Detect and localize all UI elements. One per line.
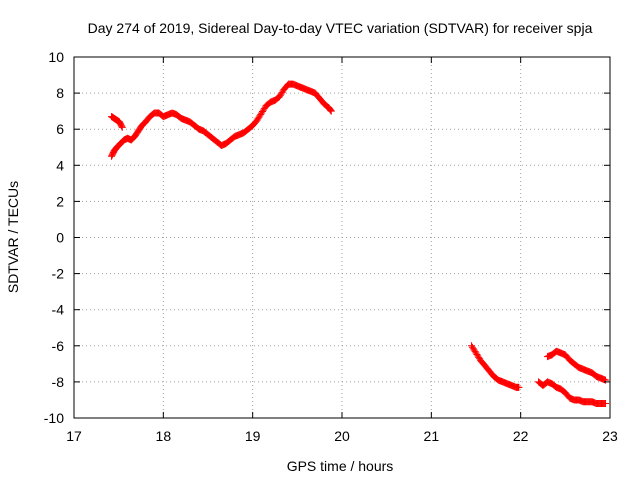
data-point (275, 93, 283, 101)
data-point (515, 383, 523, 391)
data-point (260, 105, 268, 113)
data-point (475, 353, 483, 361)
data-point (470, 346, 478, 354)
x-tick-label: 22 (513, 428, 529, 444)
data-point (473, 350, 481, 358)
y-tick-label: 4 (56, 157, 64, 173)
y-tick-label: -2 (52, 266, 65, 282)
y-tick-label: -10 (44, 410, 64, 426)
data-point (474, 352, 482, 360)
x-tick-label: 20 (334, 428, 350, 444)
y-tick-label: -8 (52, 374, 65, 390)
x-tick-label: 19 (245, 428, 261, 444)
y-tick-label: 6 (56, 121, 64, 137)
data-point (118, 123, 126, 131)
data-point (258, 109, 266, 117)
x-tick-label: 18 (156, 428, 172, 444)
y-tick-label: 10 (48, 49, 64, 65)
y-tick-label: -4 (52, 302, 65, 318)
y-tick-label: 2 (56, 193, 64, 209)
data-point (118, 122, 126, 130)
axis-ticks: 17 18 19 20 21 22 23 -10 -8 -6 -4 -2 0 2 4 6 8 10 (44, 49, 618, 444)
y-axis-label: SDTVAR / TECUs (5, 181, 21, 293)
data-point (469, 345, 477, 353)
data-point (602, 400, 610, 408)
data-point (278, 88, 286, 96)
data-point (471, 348, 479, 356)
data-point (258, 108, 266, 116)
grid (74, 57, 610, 418)
data-point (254, 115, 262, 123)
x-tick-label: 17 (66, 428, 82, 444)
y-tick-label: -6 (52, 338, 65, 354)
data-point (468, 342, 476, 350)
x-tick-label: 23 (602, 428, 618, 444)
data-point (253, 116, 261, 124)
data-point (327, 106, 335, 114)
data-point (327, 107, 335, 115)
data-point (602, 376, 610, 384)
data-point (257, 110, 265, 118)
data-point (277, 90, 285, 98)
data-point (256, 112, 264, 120)
data-point (255, 113, 263, 121)
x-axis-label: GPS time / hours (287, 458, 394, 474)
data-point (472, 349, 480, 357)
data-point (259, 106, 267, 114)
chart-title: Day 274 of 2019, Sidereal Day-to-day VTE… (88, 20, 593, 36)
data-point (326, 106, 334, 114)
y-tick-label: 0 (56, 230, 64, 246)
x-tick-label: 21 (424, 428, 440, 444)
y-tick-label: 8 (56, 85, 64, 101)
data-point (468, 343, 476, 351)
data-point (276, 91, 284, 99)
data-points (108, 80, 610, 408)
